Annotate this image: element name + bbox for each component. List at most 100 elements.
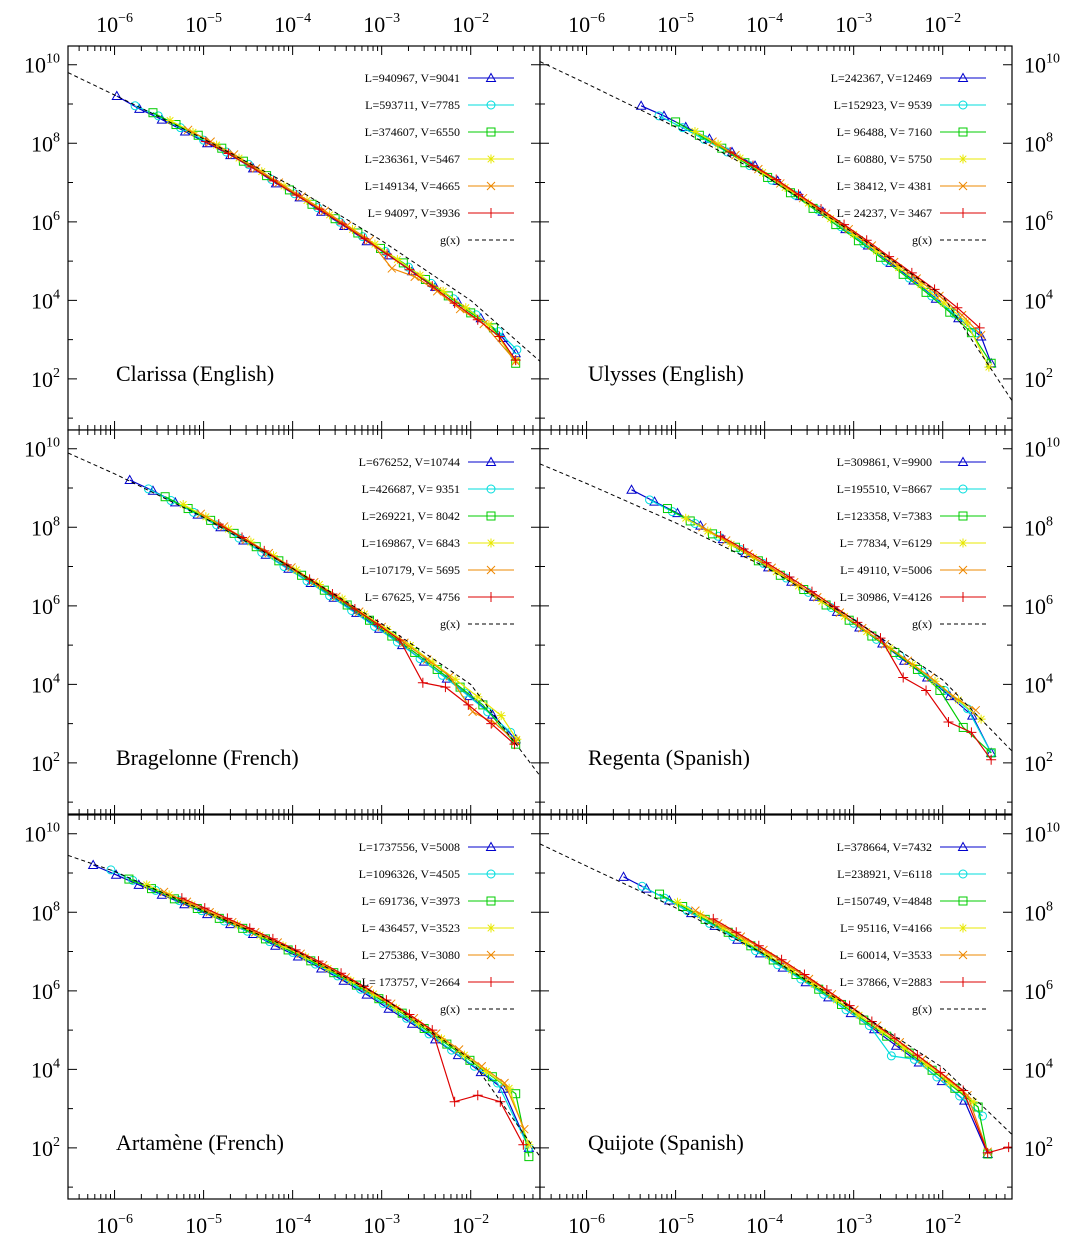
data-point [124,874,134,884]
legend-marker [486,950,496,960]
data-point [438,286,448,296]
data-point [461,303,471,313]
data-point [922,1060,932,1070]
y-tick-label: 106 [31,978,60,1004]
legend-marker [486,127,496,137]
x-tick-label: 10−2 [924,1212,961,1238]
legend-marker [957,456,969,466]
data-point [903,656,913,666]
y-tick-label: 102 [31,750,60,776]
data-point [982,1147,993,1158]
data-point [196,509,206,519]
data-point [691,906,700,916]
y-tick-label: 1010 [24,436,60,462]
legend-label: g(x) [912,1002,932,1016]
data-point [763,950,773,960]
y-tick-label: 108 [1024,899,1053,925]
data-point [259,545,270,556]
data-point [626,484,637,494]
data-point [952,302,963,313]
data-point [645,495,655,505]
data-point [771,567,781,577]
legend-marker [486,592,496,602]
data-point [935,1067,946,1078]
data-point [681,513,691,523]
series-line [128,878,530,1157]
legend-label: g(x) [440,1002,460,1016]
series-line [181,897,524,1146]
data-point [472,314,483,325]
data-point [414,1018,424,1028]
legend-marker [486,181,496,191]
legend: L=378664, V=7432 L=238921, V=6118 L=150749… [837,840,986,1016]
data-point [307,199,317,209]
data-point [829,601,840,612]
y-tick-label: 104 [31,671,60,697]
legend-marker [958,538,968,548]
data-point [821,984,832,995]
data-point [382,249,393,260]
y-tick-label: 106 [31,209,60,235]
y-tick-label: 102 [31,1135,60,1161]
data-point [284,185,294,195]
data-point [518,1139,529,1150]
chart-panel: L=940967, V=9041 L=593711, V=7785 L=374607… [24,11,541,431]
data-point [387,264,397,273]
legend-label: L=1096326, V=4505 [359,867,460,881]
data-point [392,254,402,264]
data-point [427,281,438,292]
data-point [957,310,967,320]
x-tick-label: 10−5 [185,1212,222,1238]
panel-title: Regenta (Spanish) [588,745,750,770]
data-point [986,754,997,765]
data-point [803,198,813,208]
data-point [966,727,977,738]
data-point [678,902,688,912]
data-point [871,246,881,256]
legend-label: L= 30986, V=4126 [840,590,932,604]
x-tick-label: 10−5 [657,11,694,37]
series-group [540,61,1012,401]
data-point [984,362,994,372]
data-point [278,941,288,951]
data-point [512,345,522,355]
series-group [68,72,540,368]
legend-label: g(x) [440,617,460,631]
data-point [929,284,940,295]
data-point [884,251,895,262]
data-point [744,549,753,559]
data-point [978,1111,988,1121]
data-point [380,247,390,257]
data-point [667,507,677,517]
data-point [971,705,981,715]
data-point [839,219,850,230]
data-point [939,298,949,308]
data-point [713,139,723,149]
data-point [895,651,905,661]
legend-marker [486,100,496,110]
data-point [369,989,379,999]
series-line [218,523,515,745]
data-point [142,880,152,890]
data-point [268,175,279,186]
legend-label: L= 173757, V=2664 [362,975,460,989]
legend-marker [486,538,496,548]
legend-label: L= 67625, V= 4756 [365,590,460,604]
series-group [540,463,1012,765]
y-tick-label: 102 [1024,366,1053,392]
data-point [415,270,425,280]
data-point [124,474,136,484]
data-point [886,1051,896,1061]
legend-label: L= 275386, V=3080 [362,948,460,962]
y-tick-label: 108 [31,130,60,156]
legend-label: L= 96488, V= 7160 [837,125,932,139]
data-point [183,504,193,514]
legend-marker [958,896,968,906]
data-point [718,923,728,933]
data-point [193,130,203,140]
data-point [708,137,717,147]
data-point [844,1000,855,1011]
data-point [890,647,900,657]
y-tick-label: 104 [31,287,60,313]
x-tick-label: 10−3 [363,1212,400,1238]
